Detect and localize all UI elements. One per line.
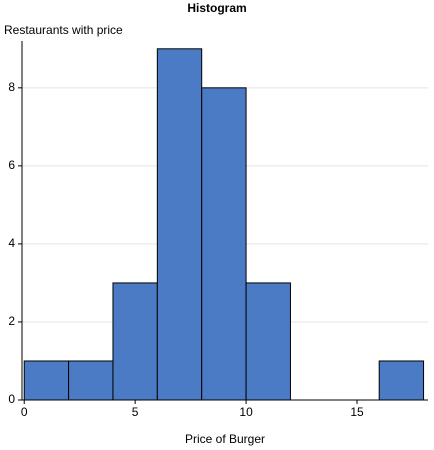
x-tick-label: 0 [21, 405, 28, 419]
x-tick-label: 10 [239, 405, 253, 419]
y-tick-label: 4 [8, 236, 15, 250]
y-axis-label: Restaurants with price [4, 23, 123, 37]
chart-title: Histogram [187, 1, 246, 15]
bar [201, 87, 247, 401]
y-tick-label: 2 [8, 314, 15, 328]
bar [68, 360, 114, 401]
bar [378, 360, 425, 401]
x-tick-label: 15 [350, 405, 364, 419]
bar [156, 48, 203, 401]
x-axis-label: Price of Burger [185, 432, 265, 446]
bar [112, 282, 158, 401]
bar [23, 360, 70, 401]
bar [245, 282, 291, 401]
y-tick-label: 0 [8, 392, 15, 406]
x-tick-label: 5 [132, 405, 139, 419]
y-tick-label: 8 [8, 80, 15, 94]
y-tick-label: 6 [8, 158, 15, 172]
